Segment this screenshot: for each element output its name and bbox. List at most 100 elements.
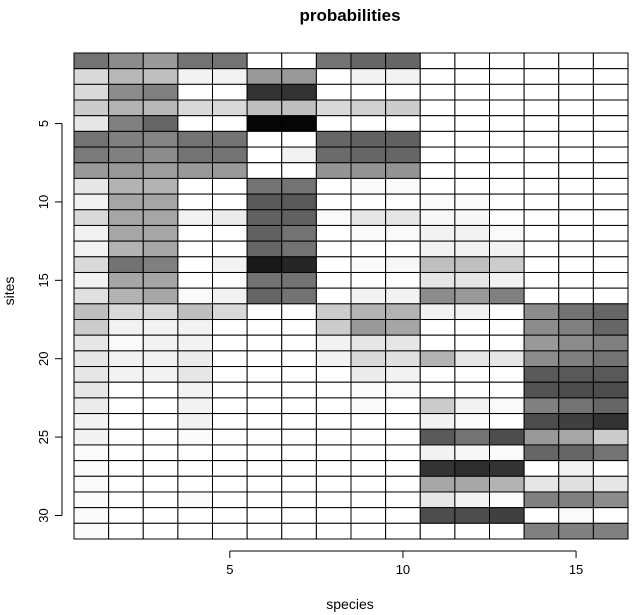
heatmap-cell (592, 303, 629, 321)
heatmap-cell (246, 99, 283, 117)
heatmap-cell (73, 68, 110, 85)
heatmap-cell (108, 397, 144, 415)
heatmap-cell (246, 491, 283, 509)
heatmap-cell (350, 381, 387, 399)
heatmap-cell (385, 209, 421, 226)
heatmap-cell (558, 460, 594, 477)
heatmap-cell (419, 130, 456, 148)
heatmap-cell (315, 287, 352, 305)
chart-title: probabilities (299, 6, 400, 25)
heatmap-cell (454, 177, 491, 195)
heatmap-cell (419, 99, 456, 117)
heatmap-cell (281, 224, 317, 242)
heatmap-cell (108, 287, 144, 305)
heatmap-cell (108, 68, 144, 85)
heatmap-cell (177, 177, 214, 195)
heatmap-cell (350, 366, 387, 383)
heatmap-cell (558, 240, 594, 258)
heatmap-cell (142, 99, 179, 117)
heatmap-cell (281, 240, 317, 258)
heatmap-cell (212, 162, 248, 179)
heatmap-cell (489, 287, 525, 305)
heatmap-cell (246, 193, 283, 211)
heatmap-cell (592, 162, 629, 179)
heatmap-cell (246, 256, 283, 273)
heatmap-cell (558, 193, 594, 211)
heatmap-cell (385, 522, 421, 540)
heatmap-cell (142, 397, 179, 415)
heatmap-cell (142, 240, 179, 258)
heatmap-cell (108, 413, 144, 430)
heatmap-cell (177, 240, 214, 258)
y-tick-label: 30 (36, 508, 51, 522)
heatmap-cell (246, 177, 283, 195)
x-tick-label: 5 (226, 562, 233, 577)
heatmap-cell (281, 287, 317, 305)
heatmap-cell (489, 491, 525, 509)
heatmap-cell (281, 460, 317, 477)
heatmap-cell (246, 319, 283, 336)
heatmap-cell (212, 522, 248, 540)
heatmap-cell (108, 52, 144, 70)
heatmap-cell (523, 460, 560, 477)
heatmap-cell (350, 256, 387, 273)
heatmap-cell (246, 209, 283, 226)
heatmap-cell (177, 209, 214, 226)
heatmap-cell (281, 491, 317, 509)
heatmap-cell (177, 491, 214, 509)
heatmap-cell (419, 366, 456, 383)
heatmap-cell (419, 491, 456, 509)
heatmap-cell (523, 475, 560, 493)
heatmap-cell (108, 224, 144, 242)
heatmap-cell (212, 115, 248, 132)
heatmap-cell (281, 68, 317, 85)
heatmap-cell (558, 303, 594, 321)
heatmap-cell (177, 162, 214, 179)
heatmap-cell (419, 224, 456, 242)
heatmap-cell (212, 83, 248, 101)
heatmap-cell (350, 522, 387, 540)
heatmap-cell (108, 240, 144, 258)
heatmap-cell (73, 52, 110, 70)
heatmap-cell (454, 413, 491, 430)
heatmap-cell (108, 193, 144, 211)
heatmap-cell (142, 522, 179, 540)
heatmap-cell (558, 115, 594, 132)
heatmap-cell (177, 366, 214, 383)
heatmap-cell (350, 303, 387, 321)
heatmap-cell (419, 507, 456, 524)
heatmap-cell (108, 319, 144, 336)
heatmap-cell (142, 209, 179, 226)
heatmap-cell (315, 475, 352, 493)
heatmap-cell (592, 397, 629, 415)
heatmap-cell (592, 522, 629, 540)
heatmap-cell (350, 287, 387, 305)
heatmap-cell (592, 240, 629, 258)
heatmap-cell (385, 397, 421, 415)
heatmap-cell (212, 177, 248, 195)
heatmap-cell (350, 428, 387, 446)
heatmap-cell (523, 271, 560, 289)
heatmap-cell (454, 319, 491, 336)
heatmap-cell (315, 413, 352, 430)
heatmap-cell (212, 366, 248, 383)
heatmap-cell (108, 381, 144, 399)
heatmap-cell (142, 475, 179, 493)
heatmap-cell (108, 334, 144, 352)
heatmap-cell (454, 522, 491, 540)
heatmap-cell (385, 413, 421, 430)
heatmap-cell (108, 99, 144, 117)
heatmap-cell (73, 507, 110, 524)
heatmap-cell (142, 460, 179, 477)
heatmap-cell (419, 256, 456, 273)
heatmap-cell (315, 319, 352, 336)
heatmap-cell (108, 256, 144, 273)
heatmap-cell (419, 240, 456, 258)
heatmap-cell (385, 319, 421, 336)
heatmap-cell (454, 83, 491, 101)
heatmap-cell (108, 475, 144, 493)
heatmap-cell (385, 52, 421, 70)
heatmap-cell (73, 256, 110, 273)
heatmap-cell (454, 475, 491, 493)
heatmap-cell (281, 334, 317, 352)
